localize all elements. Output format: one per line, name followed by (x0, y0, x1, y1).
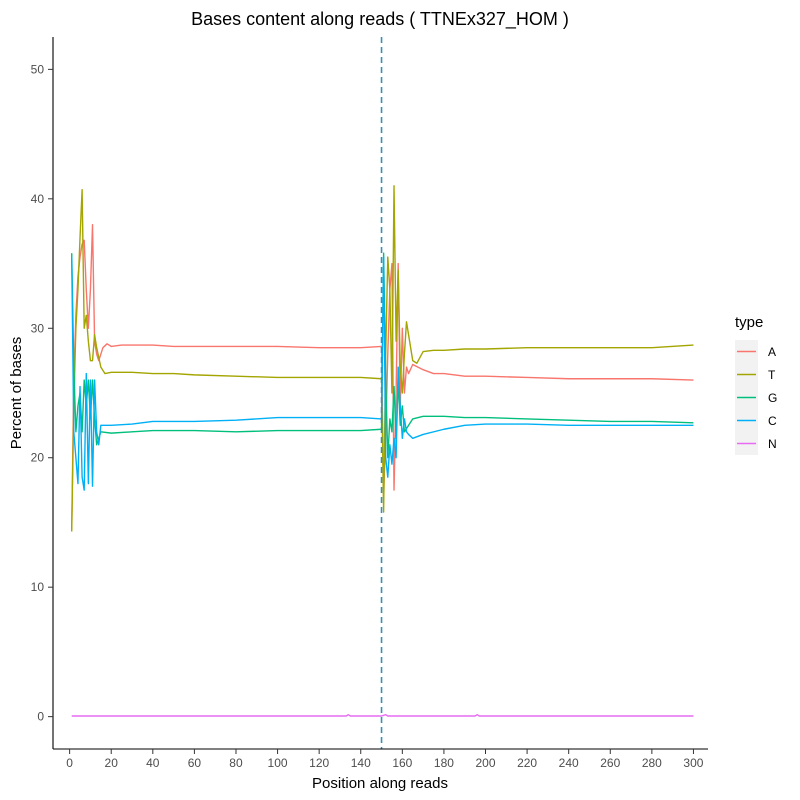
series-line-A (71, 224, 694, 529)
x-axis-ticks: 0 20 40 60 80 100 120 140 160 180 200 220 240 260 280 3… (66, 749, 704, 770)
y-tick-label: 10 (31, 580, 45, 594)
x-tick-label: 60 (188, 756, 202, 770)
legend-label-N: N (768, 437, 777, 451)
x-tick-label: 260 (600, 756, 620, 770)
y-tick-label: 50 (31, 62, 45, 76)
x-tick-label: 140 (351, 756, 371, 770)
series-line-G (71, 252, 694, 459)
x-tick-label: 240 (559, 756, 579, 770)
x-tick-label: 160 (392, 756, 412, 770)
x-tick-label: 220 (517, 756, 537, 770)
legend-title: type (735, 314, 763, 331)
x-tick-label: 120 (309, 756, 329, 770)
y-tick-label: 40 (31, 192, 45, 206)
x-tick-label: 100 (268, 756, 288, 770)
y-tick-label: 20 (31, 451, 45, 465)
legend-label-C: C (768, 414, 777, 428)
x-tick-label: 20 (105, 756, 119, 770)
x-tick-label: 280 (642, 756, 662, 770)
series-line-N (71, 713, 694, 717)
x-tick-label: 80 (229, 756, 243, 770)
chart-title: Bases content along reads ( TTNEx327_HOM… (191, 9, 569, 30)
y-axis-title: Percent of bases (8, 337, 25, 450)
series-line-T (71, 185, 694, 532)
x-tick-label: 180 (434, 756, 454, 770)
legend-label-T: T (768, 368, 776, 382)
legend-label-G: G (768, 391, 777, 405)
x-axis-title: Position along reads (312, 775, 448, 792)
series-line-C (71, 256, 694, 491)
x-tick-label: 200 (475, 756, 495, 770)
legend-label-A: A (768, 345, 776, 359)
y-tick-label: 0 (37, 710, 44, 724)
x-tick-label: 300 (683, 756, 703, 770)
x-tick-label: 0 (66, 756, 73, 770)
plot-area (71, 37, 694, 749)
y-axis-ticks: 0 10 20 30 40 50 (31, 62, 53, 724)
y-tick-label: 30 (31, 321, 45, 335)
x-tick-label: 40 (146, 756, 160, 770)
